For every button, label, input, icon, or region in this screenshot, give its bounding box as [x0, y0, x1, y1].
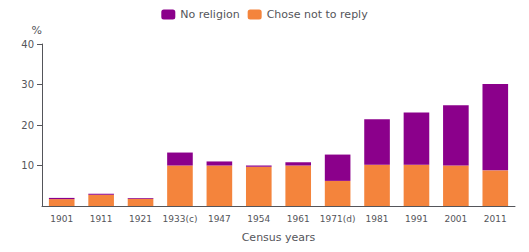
- svg-text:1901: 1901: [50, 214, 73, 224]
- svg-text:1961: 1961: [287, 214, 310, 224]
- svg-text:Census years: Census years: [242, 231, 316, 244]
- svg-text:1933(c): 1933(c): [163, 214, 198, 224]
- svg-text:No religion: No religion: [180, 8, 239, 21]
- svg-text:10: 10: [21, 160, 34, 171]
- svg-text:2011: 2011: [484, 214, 507, 224]
- svg-text:20: 20: [21, 120, 34, 131]
- svg-text:30: 30: [21, 79, 34, 90]
- svg-text:2001: 2001: [444, 214, 467, 224]
- svg-text:%: %: [32, 24, 42, 37]
- svg-text:1911: 1911: [90, 214, 113, 224]
- svg-text:40: 40: [21, 39, 34, 50]
- svg-text:1921: 1921: [129, 214, 152, 224]
- svg-text:1947: 1947: [208, 214, 231, 224]
- svg-text:1991: 1991: [405, 214, 428, 224]
- svg-text:1954: 1954: [247, 214, 270, 224]
- svg-text:Chose not to reply: Chose not to reply: [267, 8, 369, 21]
- svg-text:1981: 1981: [366, 214, 389, 224]
- svg-text:1971(d): 1971(d): [320, 214, 356, 224]
